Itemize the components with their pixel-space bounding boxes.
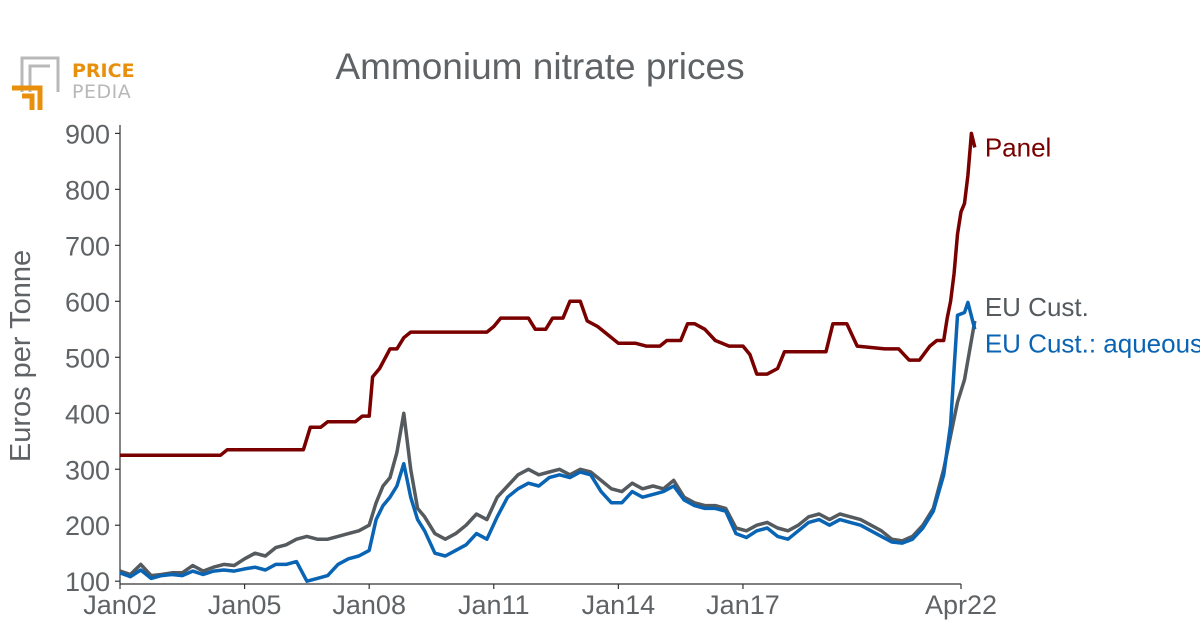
y-tick-label: 500	[65, 343, 110, 373]
x-tick-label: Jan17	[706, 590, 780, 620]
y-tick-label: 600	[65, 287, 110, 317]
y-tick-label: 200	[65, 511, 110, 541]
y-tick-label: 900	[65, 119, 110, 149]
logo-text-pedia: PEDIA	[72, 81, 131, 103]
series-line-1	[119, 320, 977, 578]
x-tick-label: Jan08	[332, 590, 406, 620]
y-tick-label: 100	[65, 567, 110, 597]
logo-text-price: PRICE	[72, 60, 135, 82]
x-tick-label: Apr22	[925, 590, 997, 620]
x-tick-label: Jan05	[208, 590, 282, 620]
logo-mark-orange	[12, 85, 43, 110]
series-line-2	[119, 300, 977, 583]
y-tick-label: 300	[65, 455, 110, 485]
series-layer	[119, 131, 977, 583]
pricepedia-logo: PRICE PEDIA	[12, 56, 135, 110]
y-axis-ticks: 100 200 300 400 500 600 700 800 900	[65, 119, 120, 597]
x-tick-label: Jan14	[582, 590, 656, 620]
series-label-2: EU Cust.: aqueous	[985, 328, 1200, 358]
y-tick-label: 800	[65, 175, 110, 205]
logo-mark-gray	[20, 56, 60, 92]
series-line-0	[120, 131, 977, 458]
series-label-1: EU Cust.	[985, 292, 1089, 322]
x-tick-label: Jan11	[458, 590, 530, 620]
series-label-0: Panel	[985, 132, 1052, 162]
y-tick-label: 400	[65, 399, 110, 429]
y-axis-label: Euros per Tonne	[5, 250, 37, 462]
chart-title: Ammonium nitrate prices	[335, 46, 744, 87]
x-tick-label: Jan02	[83, 590, 157, 620]
y-tick-label: 700	[65, 231, 110, 261]
series-labels: Panel EU Cust. EU Cust.: aqueous	[985, 132, 1200, 358]
x-axis-ticks: Jan02 Jan05 Jan08 Jan11 Jan14 Jan17 Apr22	[83, 584, 997, 620]
